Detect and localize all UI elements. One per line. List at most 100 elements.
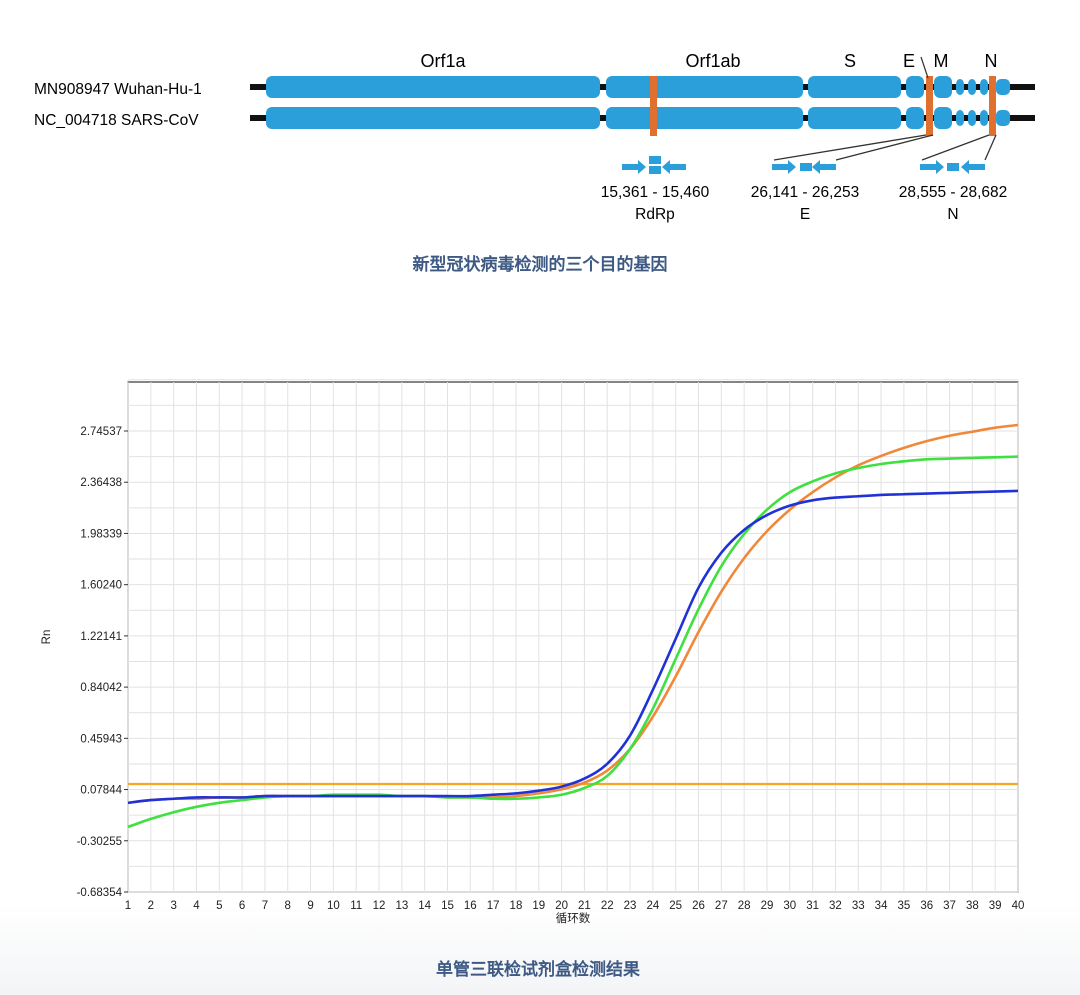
gene-segment <box>934 107 952 129</box>
sequence-label-wuhan: MN908947 Wuhan-Hu-1 <box>34 81 202 98</box>
x-tick-label: 1 <box>125 900 131 912</box>
grid-lines <box>127 379 1019 893</box>
x-tick-label: 14 <box>418 900 431 912</box>
gene-segment <box>266 107 600 129</box>
reverse-primer-arrow <box>961 160 985 174</box>
genome-map-caption: 新型冠状病毒检测的三个目的基因 <box>413 254 668 275</box>
x-tick-label: 6 <box>239 900 245 912</box>
target-gene-e: E <box>800 206 810 223</box>
target-gene-rdrp: RdRp <box>635 206 675 223</box>
x-tick-label: 15 <box>441 900 454 912</box>
x-tick-label: 23 <box>624 900 637 912</box>
x-tick-label: 38 <box>966 900 979 912</box>
y-tick-label: 0.07844 <box>80 785 122 797</box>
x-tick-label: 4 <box>193 900 200 912</box>
reverse-primer-arrow <box>662 160 686 174</box>
x-tick-label: 2 <box>148 900 154 912</box>
y-tick-label: 2.74537 <box>80 426 122 438</box>
gene-segment-small <box>968 79 976 95</box>
probe-box <box>947 163 959 171</box>
chart-caption: 单管三联检试剂盒检测结果 <box>436 959 640 980</box>
probe-box <box>649 156 661 164</box>
leader-line-e-left <box>773 134 927 161</box>
x-tick-label: 27 <box>715 900 728 912</box>
x-tick-label: 19 <box>532 900 545 912</box>
x-tick-label: 37 <box>943 900 956 912</box>
x-axis-label: 循环数 <box>556 911 591 925</box>
forward-primer-arrow <box>772 160 796 174</box>
reverse-primer-arrow <box>812 160 836 174</box>
target-gene-n: N <box>947 206 958 223</box>
x-tick-label: 7 <box>262 900 268 912</box>
gene-label-orf1a: Orf1a <box>420 51 466 71</box>
x-tick-label: 29 <box>761 900 774 912</box>
x-tick-label: 16 <box>464 900 477 912</box>
x-tick-label: 10 <box>327 900 340 912</box>
gene-segment-small <box>996 79 1010 95</box>
forward-primer-arrow <box>622 160 646 174</box>
x-tick-label: 20 <box>555 900 568 912</box>
x-tick-label: 11 <box>350 900 362 912</box>
leader-line-n-left <box>921 134 990 161</box>
x-tick-label: 18 <box>510 900 523 912</box>
y-tick-label: 1.98339 <box>80 528 122 540</box>
x-tick-label: 12 <box>373 900 386 912</box>
x-tick-label: 39 <box>989 900 1002 912</box>
gene-label-m: M <box>934 51 949 71</box>
x-tick-label: 28 <box>738 900 751 912</box>
x-tick-label: 33 <box>852 900 865 912</box>
gene-label-s: S <box>844 51 856 71</box>
x-tick-label: 25 <box>669 900 682 912</box>
target-range-rdrp: 15,361 - 15,460 <box>601 184 710 201</box>
x-tick-label: 40 <box>1012 900 1025 912</box>
leader-line-m <box>920 56 929 79</box>
y-tick-labels: -0.68354 -0.30255 0.07844 0.45943 0.84042 1.2… <box>77 426 128 899</box>
gene-segment-small <box>980 79 988 95</box>
x-tick-label: 30 <box>783 900 796 912</box>
sequence-label-sars: NC_004718 SARS-CoV <box>34 112 199 129</box>
gene-segment <box>606 76 803 98</box>
target-marker-rdrp <box>650 76 657 136</box>
genome-map: MN908947 Wuhan-Hu-1 NC_004718 SARS-CoV O… <box>34 51 1035 275</box>
y-tick-label: -0.68354 <box>77 887 123 899</box>
x-tick-label: 26 <box>692 900 705 912</box>
gene-label-orf1ab: Orf1ab <box>685 51 740 71</box>
x-tick-label: 22 <box>601 900 614 912</box>
gene-bars-wuhan <box>266 76 1010 98</box>
probe-box <box>800 163 812 171</box>
x-tick-label: 21 <box>578 900 591 912</box>
gene-segment <box>266 76 600 98</box>
amplification-chart: -0.68354 -0.30255 0.07844 0.45943 0.84042 1.2… <box>41 379 1025 980</box>
gene-label-e: E <box>903 51 915 71</box>
gene-segment <box>808 76 901 98</box>
y-tick-label: 1.22141 <box>80 631 122 643</box>
gene-segment <box>808 107 901 129</box>
target-range-n: 28,555 - 28,682 <box>899 184 1008 201</box>
y-tick-label: 2.36438 <box>80 477 122 489</box>
x-tick-label: 32 <box>829 900 842 912</box>
x-tick-label: 34 <box>875 900 888 912</box>
x-tick-label: 9 <box>307 900 313 912</box>
gene-label-n: N <box>985 51 998 71</box>
y-axis-label: Rn <box>41 630 53 645</box>
y-tick-label: 0.45943 <box>80 733 122 745</box>
x-tick-label: 24 <box>646 900 659 912</box>
gene-segment <box>906 107 924 129</box>
leader-line-e-right <box>835 134 934 161</box>
amplification-curve-3 <box>127 489 1019 805</box>
gene-segment-small <box>956 110 964 126</box>
y-tick-label: 1.60240 <box>80 580 122 592</box>
target-marker-n <box>989 76 996 136</box>
gene-segment-small <box>968 110 976 126</box>
x-tick-label: 13 <box>395 900 408 912</box>
x-tick-label: 36 <box>920 900 933 912</box>
x-tick-label: 35 <box>897 900 910 912</box>
primer-probe-arrows <box>622 156 985 174</box>
x-tick-label: 3 <box>170 900 176 912</box>
amplification-curves <box>127 423 1019 829</box>
y-tick-label: -0.30255 <box>77 836 122 848</box>
x-tick-label: 8 <box>285 900 291 912</box>
x-tick-label: 31 <box>806 900 819 912</box>
probe-box <box>649 166 661 174</box>
